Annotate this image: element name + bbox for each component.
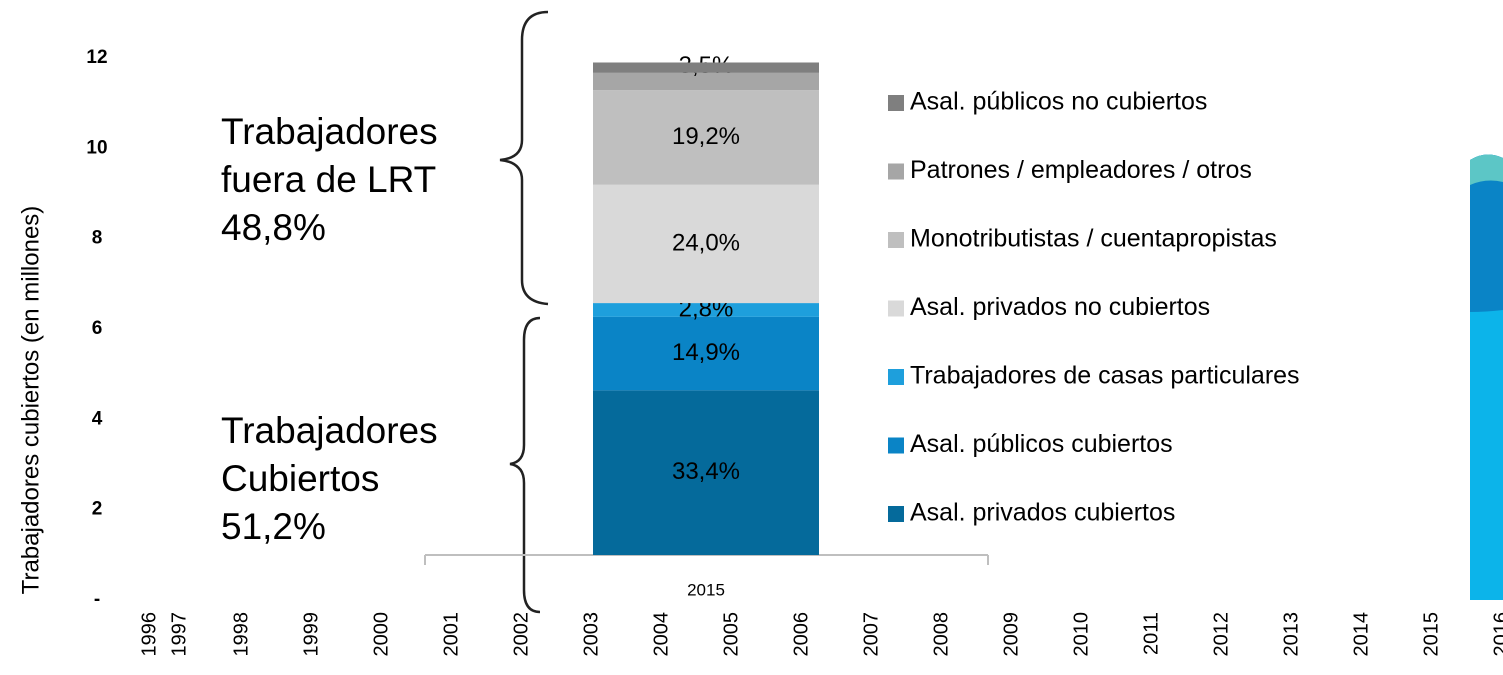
legend-swatch	[888, 437, 904, 454]
y-axis-title: Trabajadores cubiertos (en millones)	[17, 206, 44, 595]
bar-segment	[593, 184, 819, 304]
data-label: 14,9%	[672, 339, 740, 366]
bar-segment	[593, 390, 819, 555]
x-tick-label: 2000	[370, 612, 392, 657]
bar-segment	[593, 316, 819, 391]
annotation: fuera de LRT	[221, 159, 436, 200]
annotation: Trabajadores	[221, 410, 438, 451]
x-tick-label: 2001	[440, 612, 462, 657]
x-tick-label: 2015	[1420, 612, 1442, 657]
data-label: 33,4%	[672, 458, 740, 485]
legend-label: Asal. privados cubiertos	[910, 499, 1175, 527]
y-tick-label: 4	[92, 408, 103, 429]
annotation: Trabajadores	[221, 111, 438, 152]
x-tick-label: 2010	[1070, 612, 1092, 657]
bar-segment	[593, 72, 819, 91]
y-tick-label: 6	[92, 318, 103, 339]
x-tick-label: 2013	[1280, 612, 1302, 657]
legend-label: Patrones / empleadores / otros	[910, 156, 1252, 184]
bracket	[509, 316, 541, 614]
bar-segment	[593, 90, 819, 185]
y-tick-label: 10	[86, 137, 107, 158]
edge-area	[1470, 154, 1503, 312]
legend-swatch	[888, 95, 904, 111]
legend-label: Asal. públicos cubiertos	[910, 430, 1173, 458]
legend-label: Asal. privados no cubiertos	[910, 293, 1210, 321]
legend-label: Asal. públicos no cubiertos	[910, 88, 1207, 116]
data-label: 19,2%	[672, 123, 740, 150]
x-tick-label: 1997	[168, 612, 190, 657]
legend-swatch	[888, 506, 904, 522]
legend-swatch	[888, 232, 904, 248]
x-tick-label: 2009	[1000, 612, 1022, 657]
x-tick-label: 1998	[230, 612, 252, 657]
legend-swatch	[888, 163, 904, 180]
annotation: 51,2%	[221, 506, 326, 547]
legend-label: Monotributistas / cuentapropistas	[910, 225, 1277, 253]
y-tick-label: 2	[92, 499, 103, 520]
annotation: Cubiertos	[221, 458, 379, 499]
x-tick-label: 2008	[930, 612, 952, 657]
x-tick-label: 2002	[510, 612, 532, 657]
y-tick-label: 8	[92, 228, 103, 249]
bar-segment	[593, 303, 819, 317]
x-tick-label: 2012	[1210, 612, 1232, 657]
y-tick-label: 12	[86, 47, 107, 68]
legend-label: Trabajadores de casas particulares	[910, 362, 1300, 390]
x-tick-label: 1996	[138, 612, 160, 657]
annotation: 48,8%	[221, 207, 326, 248]
x-tick-label: 2014	[1350, 612, 1372, 657]
x-tick-label: 2003	[580, 612, 602, 657]
bar-segment	[593, 62, 819, 73]
x-tick-label: 2004	[650, 612, 672, 657]
x-tick-label: 1999	[300, 612, 322, 657]
legend-swatch	[888, 300, 904, 317]
y-tick-label: -	[94, 589, 100, 610]
bracket	[499, 10, 549, 306]
x-tick-label: 2015	[687, 580, 725, 599]
edge-area	[1470, 154, 1503, 185]
x-tick-label: 2006	[790, 612, 812, 657]
x-tick-label: 2005	[720, 612, 742, 657]
x-tick-label: 2016	[1490, 612, 1503, 657]
x-tick-label: 2011	[1140, 612, 1162, 655]
data-label: 24,0%	[672, 229, 740, 256]
x-tick-label: 2007	[860, 612, 882, 657]
legend-swatch	[888, 369, 904, 385]
